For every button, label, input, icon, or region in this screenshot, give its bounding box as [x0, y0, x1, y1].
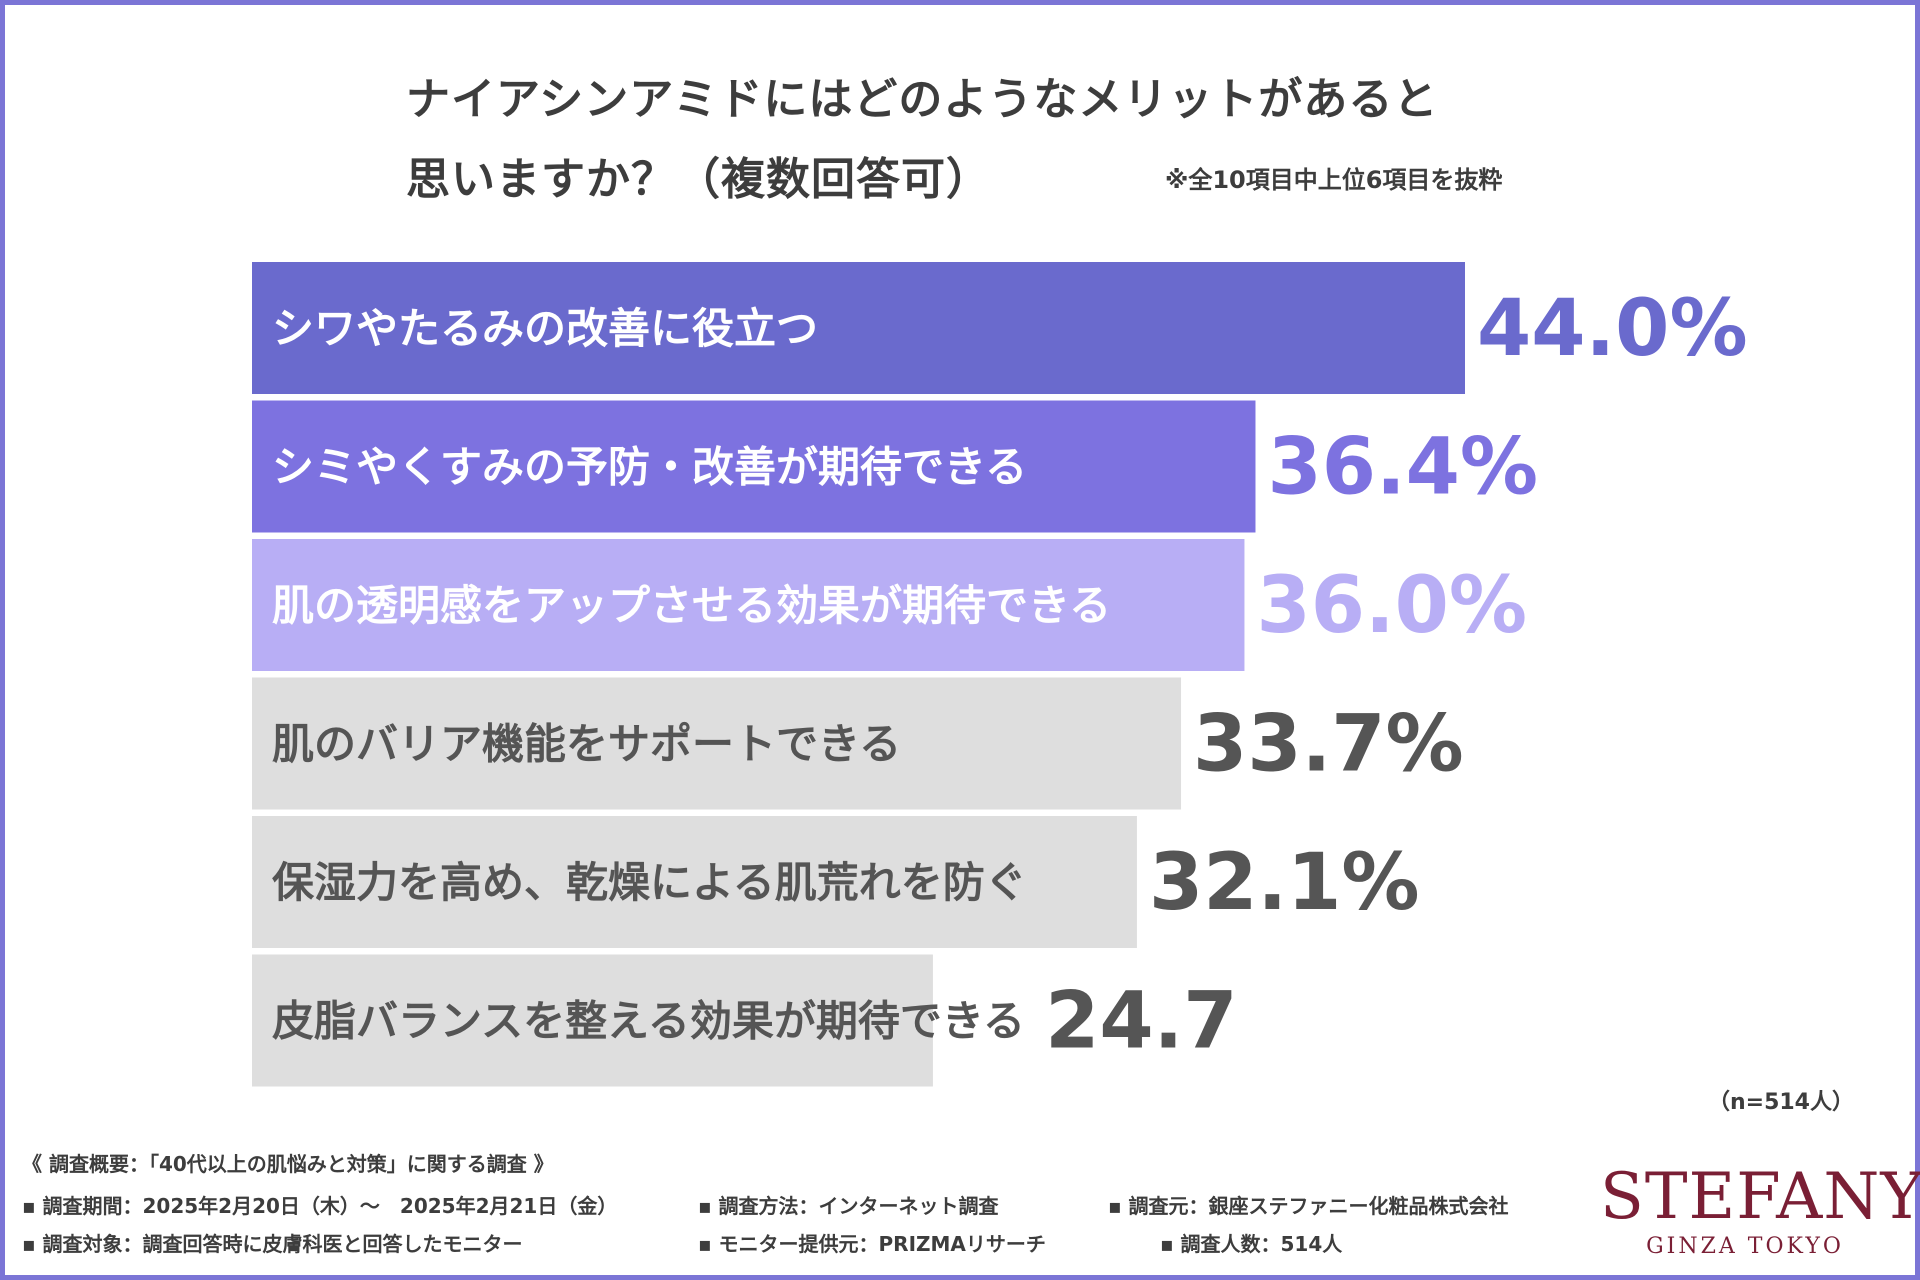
value-label-3: 36.0% — [1256, 561, 1527, 651]
bar-3 — [252, 539, 1245, 671]
bar-1 — [252, 262, 1465, 394]
logo-subtitle: GINZA TOKYO — [1646, 1234, 1844, 1259]
survey-source: ▪ 調査元：銀座ステファニー化粧品株式会社 — [1108, 1194, 1509, 1218]
category-label-4: 肌のバリア機能をサポートできる — [272, 720, 901, 769]
value-label-4: 33.7% — [1193, 700, 1464, 790]
logo-wordmark: STEFANY — [1600, 1160, 1920, 1234]
bar-5 — [252, 816, 1137, 948]
bar-6 — [252, 954, 933, 1087]
value-label-1: 44.0% — [1477, 284, 1748, 374]
survey-summary: 《 調査概要：「40代以上の肌悩みと対策」に関する調査 》 — [22, 1152, 554, 1176]
survey-method: ▪ 調査方法：インターネット調査 — [698, 1194, 999, 1218]
category-label-1: シワやたるみの改善に役立つ — [272, 304, 818, 353]
bar-4 — [252, 677, 1182, 810]
category-label-5: 保湿力を高め、乾燥による肌荒れを防ぐ — [272, 858, 1027, 907]
survey-period: ▪ 調査期間：2025年2月20日（木）～ 2025年2月21日（金） — [22, 1194, 618, 1218]
title-line-1: ナイアシンアミドにはどのようなメリットがあると — [406, 74, 1439, 125]
monitor-provider: ▪ モニター提供元：PRIZMAリサーチ — [698, 1232, 1046, 1256]
survey-count: ▪ 調査人数：514人 — [1160, 1232, 1343, 1256]
category-label-2: シミやくすみの予防・改善が期待できる — [272, 443, 1027, 492]
survey-target: ▪ 調査対象：調査回答時に皮膚科医と回答したモニター — [22, 1232, 523, 1256]
sample-size: （n=514人） — [1707, 1090, 1854, 1115]
chart-title: ナイアシンアミドにはどのようなメリットがあると 思いますか？（複数回答可） — [406, 60, 1606, 220]
value-label-2: 36.4% — [1267, 423, 1538, 513]
brand-logo: STEFANY GINZA TOKYO — [1600, 1160, 1920, 1259]
value-label-5: 32.1% — [1149, 838, 1420, 928]
category-label-3: 肌の透明感をアップさせる効果が期待できる — [272, 581, 1111, 630]
category-label-6: 皮脂バランスを整える効果が期待できる — [272, 997, 1025, 1046]
bar-2 — [252, 400, 1256, 533]
excerpt-note: ※全10項目中上位6項目を抜粋 — [1165, 166, 1503, 194]
title-line-2: 思いますか？（複数回答可） — [406, 154, 991, 205]
value-label-6: 24.7 — [1045, 977, 1237, 1067]
